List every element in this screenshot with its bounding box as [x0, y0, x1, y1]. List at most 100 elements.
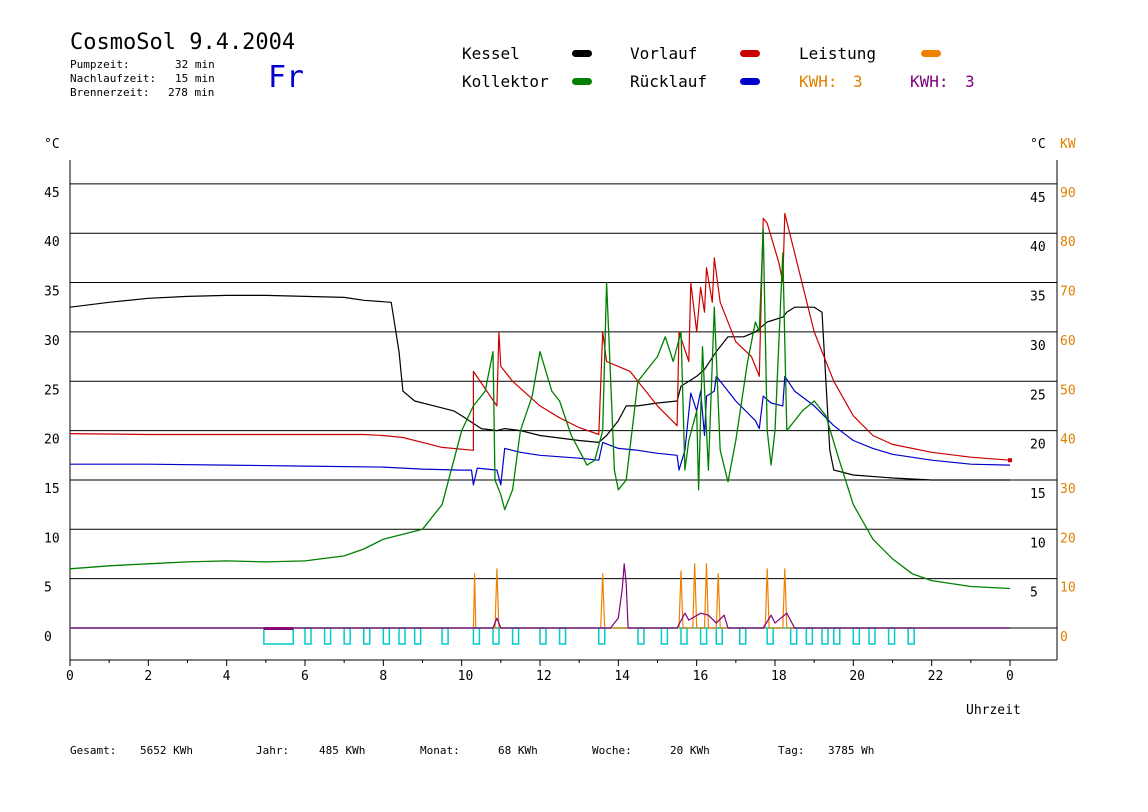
pump-pulse	[907, 627, 915, 645]
pump-pulse	[323, 627, 332, 645]
pump-pulse	[492, 627, 500, 645]
weekday-label: Fr	[268, 60, 305, 95]
pump-pulse	[343, 627, 351, 645]
footer-tag-label: Tag:	[778, 744, 805, 757]
y-right-tick-label: 15	[1030, 487, 1046, 502]
x-tick-label: 20	[849, 669, 865, 684]
y-right-tick-label: 35	[1030, 290, 1046, 305]
pump-pulse	[821, 627, 829, 645]
pump-pulse	[766, 627, 774, 645]
y-right-unit-kw: KW	[1060, 137, 1076, 152]
x-tick-label: 8	[379, 669, 387, 684]
pump-pulse	[382, 627, 391, 645]
pump-pulse	[789, 627, 798, 645]
y-left-tick-label: 0	[44, 630, 52, 645]
y-right-tick-label: 40	[1030, 240, 1046, 255]
y-right-tick-label: 20	[1030, 438, 1046, 453]
y-left-tick-label: 5	[44, 581, 52, 596]
legend-ruecklauf-label: Rücklauf	[630, 72, 708, 91]
pump-pulse	[887, 627, 896, 645]
x-tick-label: 12	[536, 669, 552, 684]
y-kw-tick-label: 20	[1060, 531, 1076, 546]
x-tick-label: 22	[928, 669, 944, 684]
footer-tag-value: 3785 Wh	[828, 744, 875, 757]
footer-jahr-value: 485 KWh	[319, 744, 366, 757]
x-tick-label: 2	[144, 669, 152, 684]
y-right-tick-label: 45	[1030, 191, 1046, 206]
footer-gesamt-label: Gesamt:	[70, 744, 117, 757]
info-nachlaufzeit-label: Nachlaufzeit:	[70, 72, 157, 85]
y-right-tick-label: 5	[1030, 586, 1038, 601]
info-pumpzeit-label: Pumpzeit:	[70, 58, 130, 71]
y-kw-tick-label: 40	[1060, 433, 1076, 448]
info-nachlaufzeit-value: 15 min	[175, 72, 215, 85]
pump-pulse	[637, 627, 645, 645]
y-left-tick-label: 45	[44, 186, 60, 201]
pump-pulse	[715, 627, 723, 645]
pump-pulse	[833, 627, 841, 645]
pump-pulse	[304, 627, 312, 645]
pump-pulse	[539, 627, 547, 645]
x-tick-label: 18	[771, 669, 787, 684]
series-vorlauf	[69, 212, 1011, 461]
x-tick-label: 16	[693, 669, 709, 684]
legend-kwh1-label: KWH:	[799, 72, 838, 91]
legend-kollektor-swatch	[572, 78, 592, 85]
y-kw-tick-label: 90	[1060, 186, 1076, 201]
chart-title: CosmoSol 9.4.2004	[70, 30, 296, 55]
pump-pulse	[511, 627, 520, 645]
y-kw-tick-label: 60	[1060, 334, 1076, 349]
legend-leistung-swatch	[921, 50, 941, 57]
pump-pulse	[699, 627, 708, 645]
y-kw-tick-label: 10	[1060, 581, 1076, 596]
vorlauf-end-marker	[1008, 458, 1012, 463]
y-kw-tick-label: 70	[1060, 285, 1076, 300]
legend-kwh2-label: KWH:	[910, 72, 949, 91]
series-kessel	[69, 294, 1010, 481]
pump-pulse	[263, 627, 294, 645]
y-right-tick-label: 25	[1030, 388, 1046, 403]
pump-pulse	[868, 627, 876, 645]
series-leistung	[70, 563, 1010, 629]
pump-pulse	[363, 627, 371, 645]
legend-vorlauf-swatch	[740, 50, 760, 57]
pump-pulse	[598, 627, 606, 645]
y-right-unit-c: °C	[1030, 137, 1046, 152]
y-kw-tick-label: 50	[1060, 383, 1076, 398]
footer-jahr-label: Jahr:	[256, 744, 290, 757]
series-kollektor	[69, 227, 1011, 590]
y-left-unit: °C	[44, 137, 60, 152]
footer-woche-label: Woche:	[592, 744, 632, 757]
x-tick-label: 4	[223, 669, 231, 684]
y-right-tick-label: 10	[1030, 536, 1046, 551]
y-kw-tick-label: 30	[1060, 482, 1076, 497]
legend-kwh2-value: 3	[965, 72, 975, 91]
footer-monat-value: 68 KWh	[498, 744, 538, 757]
pump-pulse	[739, 627, 747, 645]
pump-pulse	[441, 627, 449, 645]
pump-pulse	[805, 627, 814, 645]
pump-pulse	[558, 627, 567, 645]
x-axis-label: Uhrzeit	[966, 703, 1021, 718]
legend-kessel-label: Kessel	[462, 44, 520, 63]
info-pumpzeit-value: 32 min	[175, 58, 215, 71]
info-brennerzeit-label: Brennerzeit:	[70, 86, 150, 99]
pump-pulse	[660, 627, 669, 645]
y-left-tick-label: 40	[44, 235, 60, 250]
x-tick-label: 0	[66, 669, 74, 684]
x-tick-label: 10	[458, 669, 474, 684]
y-left-tick-label: 30	[44, 334, 60, 349]
legend-ruecklauf-swatch	[740, 78, 760, 85]
footer-monat-label: Monat:	[420, 744, 460, 757]
footer-woche-value: 20 KWh	[670, 744, 710, 757]
pump-pulse	[472, 627, 481, 645]
y-left-tick-label: 10	[44, 531, 60, 546]
pump-pulse	[680, 627, 688, 645]
x-tick-label: 14	[614, 669, 630, 684]
x-tick-label: 0	[1006, 669, 1014, 684]
y-left-tick-label: 25	[44, 383, 60, 398]
y-kw-tick-label: 0	[1060, 630, 1068, 645]
legend-kessel-swatch	[572, 50, 592, 57]
legend-kwh1-value: 3	[853, 72, 863, 91]
